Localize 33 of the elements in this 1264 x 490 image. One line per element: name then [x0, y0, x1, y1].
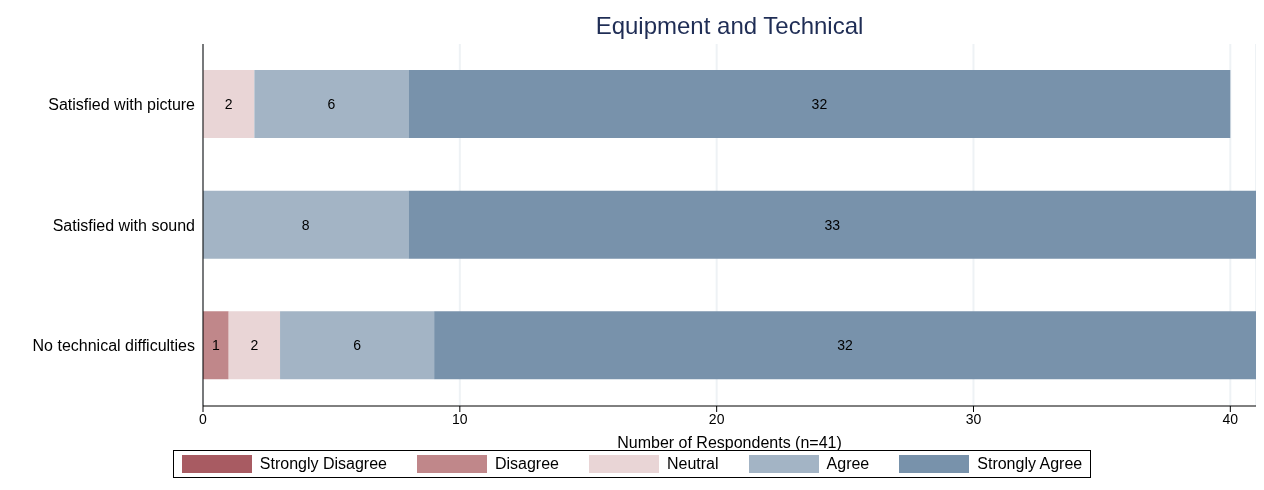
data-label: 6 — [327, 95, 336, 112]
legend-label: Disagree — [494, 455, 559, 473]
data-label: 8 — [301, 216, 310, 233]
data-label: 32 — [811, 95, 828, 112]
x-tick-label: 30 — [965, 410, 982, 427]
y-tick-label: No technical difficulties — [32, 337, 195, 355]
x-tick-label: 10 — [452, 410, 468, 427]
legend-label: Strongly Agree — [977, 455, 1083, 473]
chart-title: Equipment and Technical — [594, 12, 865, 40]
x-tick-label: 20 — [708, 410, 725, 427]
x-axis-title: Number of Respondents (n=41) — [617, 434, 842, 451]
bar — [434, 311, 1256, 380]
data-label: 6 — [353, 337, 362, 354]
bar — [408, 70, 1231, 138]
data-label: 32 — [837, 337, 854, 354]
bar — [203, 311, 229, 380]
bar — [408, 190, 1256, 259]
legend-label: Strongly Disagree — [259, 455, 387, 473]
data-label: 33 — [824, 216, 841, 233]
bar — [203, 70, 255, 138]
y-tick-label: Satisfied with sound — [52, 216, 195, 234]
x-tick-label: 0 — [199, 410, 208, 427]
bar — [280, 311, 435, 380]
legend-label: Agree — [826, 455, 870, 473]
data-label: 2 — [250, 337, 259, 354]
bar — [254, 70, 409, 138]
data-label: 2 — [224, 95, 233, 112]
bar — [228, 311, 281, 380]
x-tick-label: 40 — [1222, 410, 1239, 427]
legend-label: Neutral — [666, 455, 719, 473]
data-label: 1 — [211, 337, 220, 354]
y-tick-label: Satisfied with picture — [48, 96, 196, 114]
bar — [203, 190, 409, 259]
